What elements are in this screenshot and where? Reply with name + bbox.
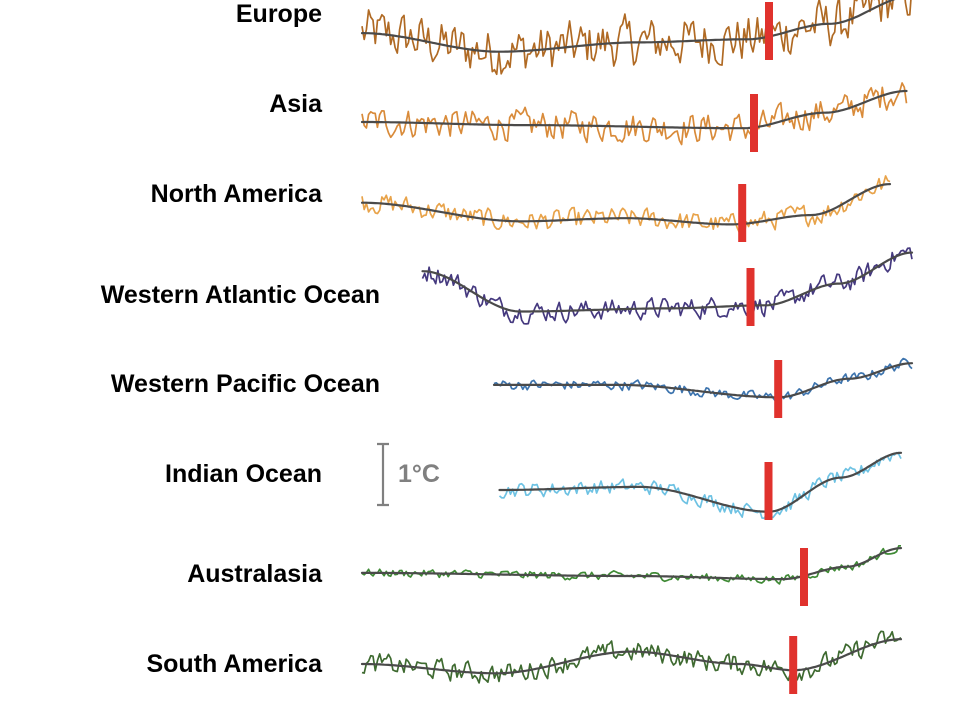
- scale-bar-label: 1°C: [398, 460, 440, 488]
- trend-line-australasia: [360, 547, 903, 581]
- trend-line-south-america: [360, 638, 903, 675]
- trend-line-western-pacific-ocean: [492, 362, 914, 399]
- series-label-europe: Europe: [235, 0, 322, 28]
- onset-marker-australasia: [800, 548, 808, 606]
- onset-marker-north-america: [738, 184, 747, 242]
- trend-line-western-atlantic-ocean: [421, 251, 914, 313]
- series-line-western-atlantic-ocean: [421, 247, 913, 325]
- series-label-australasia: Australasia: [187, 560, 322, 588]
- onset-marker-western-pacific-ocean: [774, 360, 783, 418]
- series-line-indian-ocean: [498, 451, 902, 520]
- series-line-south-america: [361, 630, 902, 684]
- scale-bar: [377, 442, 389, 507]
- onset-marker-asia: [750, 94, 758, 152]
- trend-line-indian-ocean: [498, 451, 903, 513]
- series-label-asia: Asia: [269, 90, 322, 118]
- series-line-western-pacific-ocean: [493, 357, 913, 403]
- onset-marker-europe: [765, 2, 773, 60]
- series-label-western-atlantic-ocean: Western Atlantic Ocean: [100, 281, 380, 309]
- onset-marker-indian-ocean: [764, 462, 773, 520]
- onset-marker-western-atlantic-ocean: [746, 268, 755, 326]
- series-label-north-america: North America: [150, 180, 322, 208]
- series-line-north-america: [361, 175, 891, 237]
- trend-line-north-america: [360, 183, 892, 226]
- trend-line-asia: [360, 89, 908, 130]
- series-label-western-pacific-ocean: Western Pacific Ocean: [110, 370, 380, 398]
- onset-marker-south-america: [789, 636, 798, 694]
- series-label-indian-ocean: Indian Ocean: [165, 460, 322, 488]
- series-line-europe: [361, 0, 912, 76]
- series-line-australasia: [361, 544, 901, 585]
- trend-line-europe: [360, 0, 896, 53]
- series-label-south-america: South America: [146, 650, 322, 678]
